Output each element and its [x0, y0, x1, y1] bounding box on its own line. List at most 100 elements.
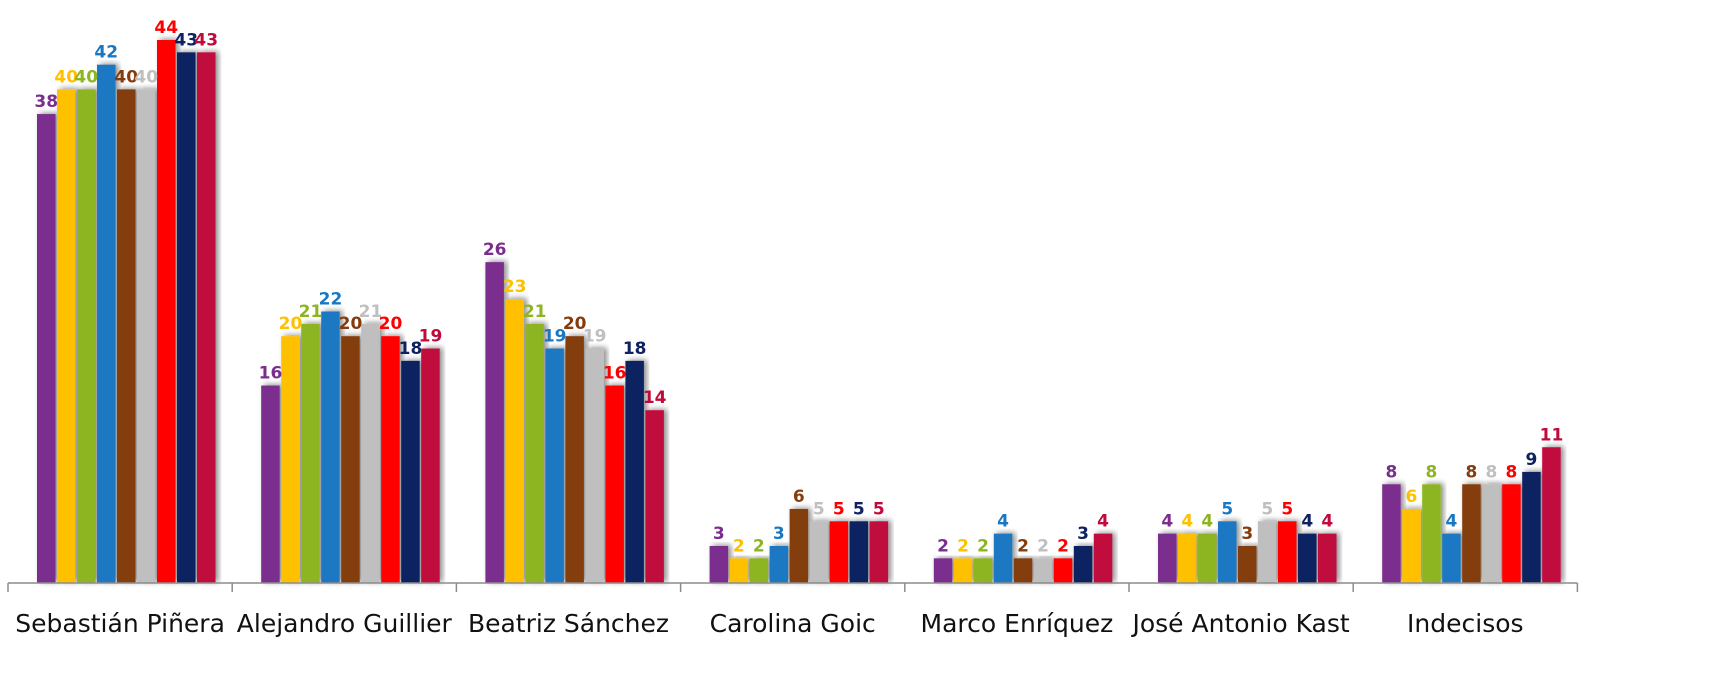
- bar-4-3: [749, 558, 769, 583]
- bar-5-6: [1033, 558, 1053, 583]
- bar-7-3: [1422, 484, 1441, 583]
- bar-2-8: [401, 360, 420, 583]
- bar-3-5: [565, 336, 584, 583]
- category-label-6: José Antonio Kast: [1130, 609, 1349, 638]
- data-label-1-7: 44: [154, 18, 178, 38]
- bar-4-2: [729, 558, 749, 583]
- data-label-6-6: 5: [1261, 499, 1273, 519]
- bar-3-2: [505, 299, 524, 583]
- bar-5-4: [993, 533, 1013, 583]
- data-label-1-4: 42: [94, 43, 118, 63]
- bar-5-9: [1093, 533, 1113, 583]
- data-label-2-9: 19: [419, 327, 443, 347]
- data-label-5-6: 2: [1037, 536, 1049, 556]
- data-label-3-7: 16: [603, 364, 627, 384]
- data-label-6-9: 4: [1321, 512, 1333, 532]
- bar-4-9: [869, 521, 889, 583]
- data-label-2-1: 16: [259, 364, 283, 384]
- bar-5-5: [1013, 558, 1033, 583]
- data-label-2-8: 18: [399, 339, 423, 359]
- bar-4-6: [809, 521, 829, 583]
- bar-1-3: [77, 89, 96, 583]
- bar-2-6: [361, 323, 380, 583]
- bar-1-9: [197, 52, 216, 584]
- bar-4-5: [789, 508, 809, 583]
- bar-3-7: [605, 385, 624, 583]
- category-label-3: Beatriz Sánchez: [468, 609, 669, 638]
- bar-3-1: [485, 262, 504, 583]
- bar-2-4: [321, 311, 340, 583]
- bar-3-9: [645, 410, 664, 583]
- data-label-4-1: 3: [713, 524, 725, 544]
- bar-7-6: [1482, 484, 1501, 583]
- data-label-7-1: 8: [1386, 462, 1398, 482]
- data-label-6-5: 3: [1241, 524, 1253, 544]
- data-label-2-7: 20: [379, 314, 403, 334]
- bar-5-7: [1053, 558, 1073, 583]
- data-label-1-5: 40: [114, 67, 138, 87]
- bar-3-4: [545, 348, 564, 583]
- data-label-3-9: 14: [643, 388, 667, 408]
- data-label-1-9: 43: [194, 30, 218, 50]
- bar-5-2: [953, 558, 973, 583]
- bar-1-4: [97, 64, 116, 583]
- data-label-6-2: 4: [1181, 512, 1193, 532]
- bar-6-9: [1318, 533, 1337, 583]
- data-labels-layer: 3840404240404443431620212220212018192623…: [34, 18, 1563, 556]
- bar-4-1: [709, 545, 729, 583]
- data-label-3-5: 20: [563, 314, 587, 334]
- data-label-3-1: 26: [483, 240, 507, 260]
- data-label-4-9: 5: [873, 499, 885, 519]
- bar-6-5: [1238, 545, 1257, 583]
- data-label-6-7: 5: [1281, 499, 1293, 519]
- bar-6-1: [1158, 533, 1177, 583]
- bar-4-4: [769, 545, 789, 583]
- bar-1-2: [57, 89, 76, 583]
- data-label-2-4: 22: [319, 290, 343, 310]
- data-label-5-1: 2: [937, 536, 949, 556]
- bar-7-2: [1402, 508, 1421, 583]
- bar-7-7: [1502, 484, 1521, 583]
- bar-3-8: [625, 360, 644, 583]
- data-label-4-4: 3: [773, 524, 785, 544]
- data-label-2-3: 21: [299, 302, 323, 322]
- data-label-1-3: 40: [74, 67, 98, 87]
- bar-6-8: [1298, 533, 1317, 583]
- bar-1-6: [137, 89, 156, 583]
- bars-layer: [37, 40, 1561, 584]
- data-label-7-2: 6: [1406, 487, 1418, 507]
- data-label-2-6: 21: [359, 302, 383, 322]
- bar-4-8: [849, 521, 869, 583]
- data-label-7-8: 9: [1526, 450, 1538, 470]
- data-label-5-3: 2: [977, 536, 989, 556]
- data-label-6-3: 4: [1201, 512, 1213, 532]
- category-label-4: Carolina Goic: [710, 609, 876, 638]
- category-label-7: Indecisos: [1407, 609, 1524, 638]
- bar-6-2: [1178, 533, 1197, 583]
- data-label-1-2: 40: [54, 67, 78, 87]
- data-label-5-8: 3: [1077, 524, 1089, 544]
- data-label-4-8: 5: [853, 499, 865, 519]
- data-label-3-3: 21: [523, 302, 547, 322]
- category-label-2: Alejandro Guillier: [237, 609, 453, 638]
- data-label-2-5: 20: [339, 314, 363, 334]
- data-label-6-8: 4: [1301, 512, 1313, 532]
- data-label-7-6: 8: [1486, 462, 1498, 482]
- bar-2-1: [261, 385, 280, 583]
- data-label-2-2: 20: [279, 314, 303, 334]
- data-label-3-2: 23: [503, 277, 527, 297]
- bar-7-5: [1462, 484, 1481, 583]
- bar-6-7: [1278, 521, 1297, 583]
- data-label-5-9: 4: [1097, 512, 1109, 532]
- data-label-3-4: 19: [543, 327, 567, 347]
- data-label-1-6: 40: [134, 67, 158, 87]
- data-label-7-3: 8: [1426, 462, 1438, 482]
- bar-3-6: [585, 348, 604, 583]
- x-axis: Sebastián Piñera Alejandro Guillier Beatri…: [7, 582, 1579, 638]
- data-label-1-8: 43: [174, 30, 198, 50]
- bar-4-7: [829, 521, 849, 583]
- data-label-5-4: 4: [997, 512, 1009, 532]
- bar-6-4: [1218, 521, 1237, 583]
- bar-5-1: [933, 558, 953, 583]
